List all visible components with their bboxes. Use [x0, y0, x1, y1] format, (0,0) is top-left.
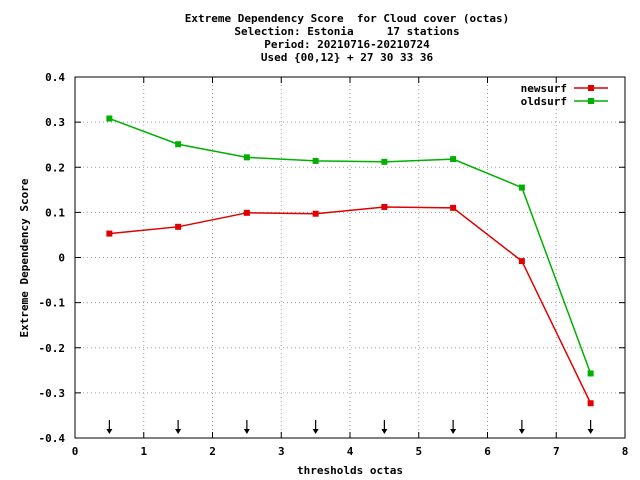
y-tick-label: 0.4 [45, 71, 65, 84]
data-point-newsurf [106, 230, 113, 237]
y-tick-label: 0 [58, 252, 65, 265]
title-line: Period: 20210716-20210724 [264, 38, 430, 51]
x-tick-label: 0 [72, 445, 79, 458]
series-line-newsurf [109, 206, 592, 404]
data-point-newsurf [381, 203, 388, 210]
y-tick-label: -0.4 [39, 432, 66, 445]
data-point-oldsurf [243, 154, 250, 161]
y-tick-label: -0.2 [39, 342, 66, 355]
arrow-head [518, 429, 525, 434]
x-tick-label: 5 [415, 445, 422, 458]
y-axis: -0.4 -0.3 -0.2 -0.1 0 0.1 0.2 0.3 0.4 [39, 71, 625, 445]
threshold-arrows [106, 420, 594, 434]
title-line: Selection: Estonia 17 stations [234, 25, 459, 38]
y-tick-label: 0.1 [45, 206, 65, 219]
y-tick-label: 0.2 [45, 161, 65, 174]
arrow-head [381, 429, 388, 434]
data-point-oldsurf [381, 158, 388, 165]
x-tick-label: 7 [553, 445, 560, 458]
y-tick-label: 0.3 [45, 116, 65, 129]
arrow-head [587, 429, 594, 434]
y-tick-label: -0.1 [39, 297, 66, 310]
chart-title: Extreme Dependency Score for Cloud cover… [185, 12, 510, 64]
x-tick-label: 6 [484, 445, 491, 458]
data-point-oldsurf [518, 184, 525, 191]
y-tick-label: -0.3 [39, 387, 66, 400]
x-tick-label: 1 [140, 445, 147, 458]
grid [75, 77, 625, 438]
y-axis-label: Extreme Dependency Score [18, 178, 31, 337]
data-point-newsurf [518, 258, 525, 265]
series-line-oldsurf [109, 117, 592, 374]
arrow-head [450, 429, 457, 434]
data-point-newsurf [587, 400, 594, 407]
x-axis-label: thresholds octas [297, 464, 403, 477]
arrow-head [312, 429, 319, 434]
data-point-newsurf [312, 210, 319, 217]
legend-label: oldsurf [521, 95, 567, 108]
data-point-newsurf [175, 223, 182, 230]
legend-label: newsurf [521, 82, 567, 95]
data-point-oldsurf [106, 115, 113, 122]
x-tick-label: 8 [622, 445, 629, 458]
arrow-head [175, 429, 182, 434]
legend-swatch-marker [588, 98, 594, 104]
x-tick-label: 2 [209, 445, 216, 458]
x-tick-label: 3 [278, 445, 285, 458]
data-point-newsurf [243, 209, 250, 216]
data-point-oldsurf [175, 141, 182, 148]
arrow-head [243, 429, 250, 434]
data-point-newsurf [450, 204, 457, 211]
x-axis: 0 1 2 3 4 5 6 7 8 [72, 77, 629, 458]
data-point-oldsurf [450, 156, 457, 163]
data-point-oldsurf [312, 157, 319, 164]
legend-swatch-marker [588, 85, 594, 91]
title-line: Extreme Dependency Score for Cloud cover… [185, 12, 510, 25]
x-tick-label: 4 [347, 445, 354, 458]
series [106, 115, 594, 407]
arrow-head [106, 429, 113, 434]
title-line: Used {00,12} + 27 30 33 36 [261, 51, 434, 64]
data-point-oldsurf [587, 370, 594, 377]
